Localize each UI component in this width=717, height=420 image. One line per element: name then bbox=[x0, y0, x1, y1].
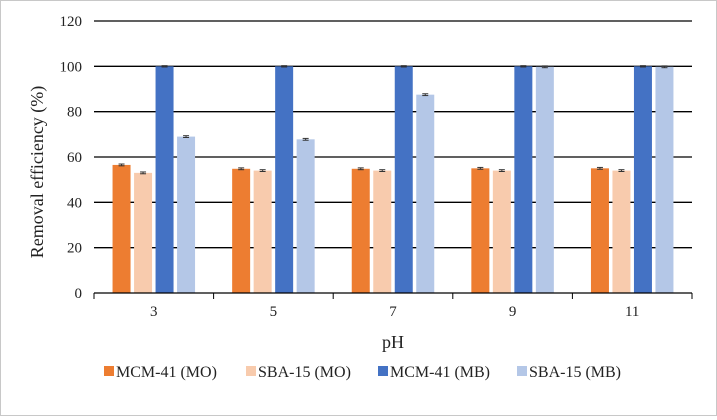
bar-mcm-41-mo--ph-5 bbox=[232, 168, 251, 293]
y-tick-label-20: 20 bbox=[67, 241, 82, 257]
bar-sba-15-mb--ph-5 bbox=[296, 139, 315, 293]
bar-sba-15-mo--ph-3 bbox=[134, 172, 153, 293]
legend-swatch bbox=[246, 366, 256, 376]
x-axis bbox=[93, 292, 693, 299]
bar-mcm-41-mo--ph-9 bbox=[471, 168, 490, 293]
legend-label: MCM-41 (MB) bbox=[390, 364, 490, 381]
x-axis-title: pH bbox=[382, 332, 404, 352]
y-tick-label-0: 0 bbox=[75, 286, 83, 302]
y-tick-label-120: 120 bbox=[60, 14, 83, 30]
x-tick-labels: 3 5 7 9 11 bbox=[150, 304, 639, 320]
bar-sba-15-mb--ph-7 bbox=[416, 94, 435, 294]
bar-sba-15-mo--ph-9 bbox=[492, 170, 511, 293]
legend-swatch bbox=[104, 366, 114, 376]
bar-mcm-41-mb--ph-5 bbox=[275, 66, 294, 293]
x-tick-label-11: 11 bbox=[625, 304, 639, 320]
bar-mcm-41-mo--ph-11 bbox=[590, 168, 609, 293]
bar-mcm-41-mb--ph-3 bbox=[155, 66, 174, 293]
legend-label: MCM-41 (MO) bbox=[116, 364, 217, 381]
bar-sba-15-mb--ph-3 bbox=[177, 136, 196, 293]
legend: MCM-41 (MO) SBA-15 (MO) MCM-41 (MB) SBA-15 … bbox=[104, 364, 621, 381]
x-tick-label-9: 9 bbox=[509, 304, 517, 320]
bar-sba-15-mb--ph-11 bbox=[655, 66, 674, 293]
legend-swatch bbox=[517, 366, 527, 376]
y-tick-label-40: 40 bbox=[67, 195, 82, 211]
y-tick-labels: 0 20 40 60 80 100 120 bbox=[60, 14, 83, 302]
bar-sba-15-mo--ph-7 bbox=[373, 170, 392, 293]
y-tick-label-100: 100 bbox=[60, 59, 83, 75]
bar-mcm-41-mo--ph-3 bbox=[112, 164, 131, 293]
x-tick-label-7: 7 bbox=[389, 304, 397, 320]
x-tick-label-3: 3 bbox=[150, 304, 158, 320]
bar-sba-15-mo--ph-5 bbox=[253, 170, 272, 293]
x-tick-label-5: 5 bbox=[270, 304, 278, 320]
y-tick-label-60: 60 bbox=[67, 150, 82, 166]
legend-label: SBA-15 (MO) bbox=[258, 364, 351, 381]
legend-swatch bbox=[378, 366, 388, 376]
bar-mcm-41-mb--ph-9 bbox=[514, 66, 533, 293]
bar-mcm-41-mb--ph-11 bbox=[633, 66, 652, 293]
legend-label: SBA-15 (MB) bbox=[529, 364, 621, 381]
bar-sba-15-mb--ph-9 bbox=[535, 66, 554, 293]
bar-series bbox=[112, 65, 674, 294]
bar-mcm-41-mb--ph-7 bbox=[394, 66, 413, 293]
y-axis-title: Removal efficiency (%) bbox=[27, 86, 48, 259]
y-tick-label-80: 80 bbox=[67, 105, 82, 121]
bar-mcm-41-mo--ph-7 bbox=[351, 168, 370, 293]
bar-sba-15-mo--ph-11 bbox=[612, 170, 631, 293]
